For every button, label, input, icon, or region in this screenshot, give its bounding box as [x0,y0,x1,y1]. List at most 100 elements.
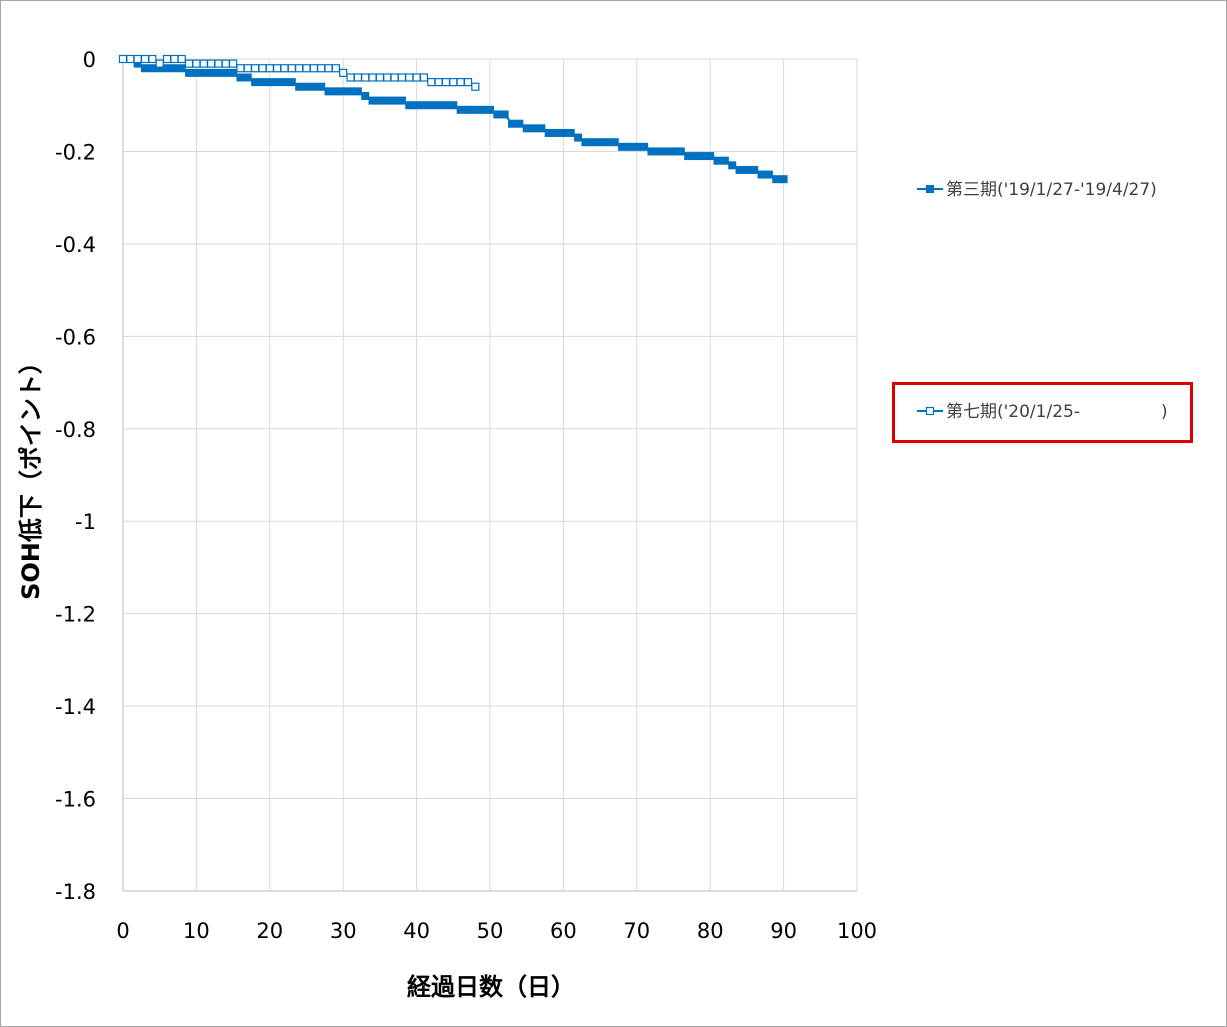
data-point [596,138,605,147]
data-point [441,78,451,87]
data-point [162,54,172,64]
data-point [772,175,781,184]
data-point [383,96,392,105]
data-point [177,64,186,73]
data-point [427,78,436,87]
data-point [471,105,480,114]
data-point [199,59,208,68]
data-point [412,101,421,110]
data-point [728,161,737,170]
data-point [757,170,766,179]
data-point [214,59,223,68]
data-point [397,73,407,82]
data-point [148,64,157,73]
grid-lines [123,58,858,891]
legend-item-1: 第三期('19/1/27-'19/4/27) [917,180,1157,200]
data-point [221,68,230,77]
legend: 第三期('19/1/27-'19/4/27) 第七期('20/1/25- ) [917,180,1168,422]
data-point [199,68,208,77]
y-axis-title: SOH低下（ポイント） [17,350,45,600]
data-point [324,87,333,96]
x-tick-label: 10 [183,919,210,943]
data-point [375,73,384,82]
data-point [148,54,157,64]
y-tick-labels: 0 -0.2 -0.4 -0.6 -0.8 -1 -1.2 -1.4 -1.6 -1.8 [55,48,96,904]
data-point [214,68,223,77]
data-point [419,101,428,110]
x-tick-label: 80 [697,919,724,943]
y-tick-label: -0.4 [55,233,96,257]
x-tick-label: 70 [623,919,650,943]
data-point [361,73,370,82]
x-tick-label: 90 [770,919,797,943]
data-point [640,142,649,151]
data-point [581,138,590,147]
series-2 [118,54,480,91]
data-point [331,87,340,96]
x-tick-label: 0 [116,919,129,943]
data-point [530,124,539,133]
data-point [192,68,201,77]
data-point [662,147,671,156]
y-tick-label: 0 [83,48,96,72]
data-point [434,101,443,110]
data-point [317,64,326,73]
data-point [353,73,362,82]
legend-label: 第七期('20/1/25- ) [946,402,1168,422]
data-point [684,152,693,161]
data-point [184,59,194,68]
data-point [522,124,531,133]
data-point [126,54,135,64]
data-point [258,78,267,87]
data-point [706,152,715,161]
x-tick-label: 20 [256,919,283,943]
data-point [456,78,465,87]
data-point [302,82,311,91]
data-point [163,64,172,73]
data-point [221,59,230,68]
x-axis-title: 経過日数（日） [407,973,575,1001]
data-point [405,73,414,82]
data-point [412,73,421,82]
data-point [309,64,318,73]
data-point [236,64,245,73]
data-point [552,128,561,137]
data-point [155,64,164,73]
data-point [441,101,450,110]
data-point [449,78,458,87]
data-point [368,73,377,82]
data-point [486,105,494,114]
data-point [170,54,179,64]
data-point [405,101,414,110]
data-point [141,64,150,73]
data-point [463,105,472,114]
data-point [390,96,399,105]
data-point [295,82,304,91]
data-point [434,78,443,87]
y-tick-label: -0.6 [55,325,96,349]
series-line [123,58,784,181]
legend-marker [926,185,934,193]
y-tick-label: -1.4 [55,695,96,719]
data-point [559,128,568,137]
data-point [397,96,406,105]
data-point [735,165,744,174]
data-point [427,101,436,110]
data-point [273,78,282,87]
data-point [309,82,318,91]
data-point [508,119,517,128]
data-point [243,73,252,82]
data-point [280,78,289,87]
data-point [287,64,296,73]
x-tick-label: 40 [403,919,430,943]
data-point [229,59,238,68]
x-tick-label: 60 [550,919,577,943]
data-point [493,110,502,119]
data-point [346,73,355,82]
data-point [449,101,458,110]
data-point [698,152,707,161]
data-point [471,82,480,91]
data-point [654,147,663,156]
data-point [265,78,274,87]
data-point [361,91,370,100]
